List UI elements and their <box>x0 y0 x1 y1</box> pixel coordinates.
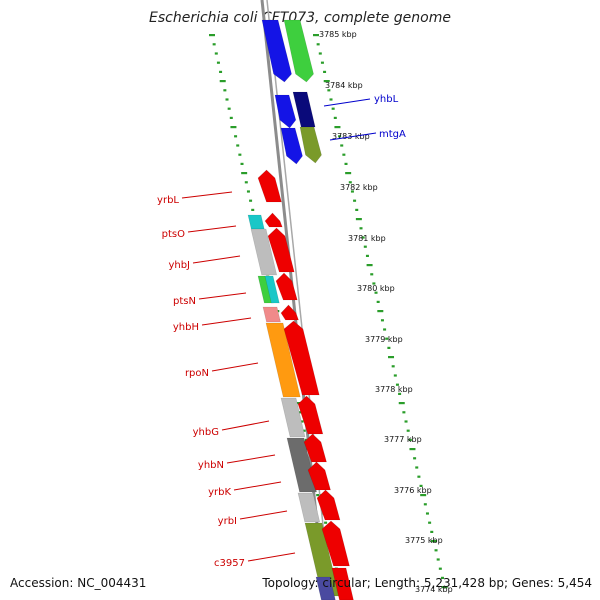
feature-red-i[interactable] <box>316 489 341 521</box>
feature-red-k[interactable] <box>331 567 354 600</box>
gene-label-mtgA[interactable]: mtgA <box>379 129 406 140</box>
scale-label: 3775 kbp <box>405 536 443 545</box>
feature-blue-3[interactable] <box>280 127 303 165</box>
feature-yhbH[interactable] <box>262 306 281 323</box>
gene-label-line <box>192 255 241 264</box>
scale-label: 3785 kbp <box>319 30 357 39</box>
gene-label-yhbG[interactable]: yhbG <box>193 427 219 438</box>
scale-label: 3777 kbp <box>384 435 422 444</box>
scale-label: 3778 kbp <box>375 385 413 394</box>
feature-yhbL[interactable] <box>292 91 316 128</box>
gene-labels-layer: yhbL mtgA yrbL ptsO yhbJ ptsN yhbH rpoN yhbG yhbN… <box>157 94 406 569</box>
gene-label-yrbI[interactable]: yrbI <box>218 516 237 527</box>
scale-label: 3779 kbp <box>365 335 403 344</box>
gene-label-ptsO[interactable]: ptsO <box>162 229 185 240</box>
gene-label-yhbL[interactable]: yhbL <box>374 94 399 105</box>
gene-label-line <box>239 510 288 520</box>
feature-blue-top[interactable] <box>261 19 292 83</box>
map-title: Escherichia coli CFT073, complete genome <box>149 10 451 26</box>
scale-label: 3784 kbp <box>325 81 363 90</box>
feature-ptsN-cyan[interactable] <box>264 275 280 304</box>
gene-label-line <box>181 191 233 199</box>
feature-layer <box>247 19 354 600</box>
gene-label-ptsN[interactable]: ptsN <box>173 296 196 307</box>
gene-label-yhbN[interactable]: yhbN <box>198 460 224 471</box>
gene-label-line <box>233 481 282 491</box>
feature-blue-2[interactable] <box>274 94 297 129</box>
scale-label: 3774 kbp <box>415 585 453 594</box>
feature-red-h[interactable] <box>307 461 331 491</box>
right-tick-line <box>313 34 448 589</box>
feature-mtgA[interactable] <box>299 126 322 164</box>
feature-red-a[interactable] <box>264 212 283 228</box>
feature-yhbG[interactable] <box>280 397 306 438</box>
feature-red-d[interactable] <box>280 304 299 321</box>
gene-label-line <box>198 292 247 300</box>
gene-label-line <box>226 454 276 464</box>
scale-label: 3781 kbp <box>348 234 386 243</box>
feature-red-b[interactable] <box>267 227 295 273</box>
gene-label-yrbK[interactable]: yrbK <box>208 487 231 498</box>
gene-label-yhbH[interactable]: yhbH <box>173 322 199 333</box>
feature-red-e[interactable] <box>283 320 320 396</box>
gene-label-line <box>221 420 270 431</box>
feature-ptsO[interactable] <box>247 214 265 230</box>
feature-purple-bottom[interactable] <box>315 576 336 600</box>
gene-label-line <box>201 317 252 326</box>
gene-label-line <box>329 132 377 141</box>
scale-label: 3780 kbp <box>357 284 395 293</box>
gene-label-line <box>187 225 237 233</box>
gene-label-line <box>247 552 296 562</box>
gene-label-rpoN[interactable]: rpoN <box>185 368 209 379</box>
topology-text: Topology: circular; Length: 5,231,428 bp… <box>262 576 592 590</box>
gene-label-yrbL[interactable]: yrbL <box>157 195 179 206</box>
feature-yrbI[interactable] <box>297 492 321 523</box>
feature-rpoN[interactable] <box>265 322 301 398</box>
feature-yhbJ[interactable] <box>250 228 278 276</box>
gene-label-yhbJ[interactable]: yhbJ <box>168 260 190 271</box>
scale-label: 3782 kbp <box>340 183 378 192</box>
scale-label: 3776 kbp <box>394 486 432 495</box>
feature-green-top[interactable] <box>283 19 314 83</box>
feature-yrbL[interactable] <box>257 169 282 203</box>
feature-red-c[interactable] <box>275 272 298 301</box>
gene-label-line <box>211 362 259 372</box>
feature-yhbN[interactable] <box>286 437 317 493</box>
gene-label-c3957[interactable]: c3957 <box>214 558 245 569</box>
feature-red-j[interactable] <box>321 520 350 567</box>
feature-red-g[interactable] <box>303 433 327 463</box>
feature-red-f[interactable] <box>297 395 324 435</box>
gene-label-line <box>323 98 371 107</box>
accession-text: Accession: NC_004431 <box>10 576 147 590</box>
